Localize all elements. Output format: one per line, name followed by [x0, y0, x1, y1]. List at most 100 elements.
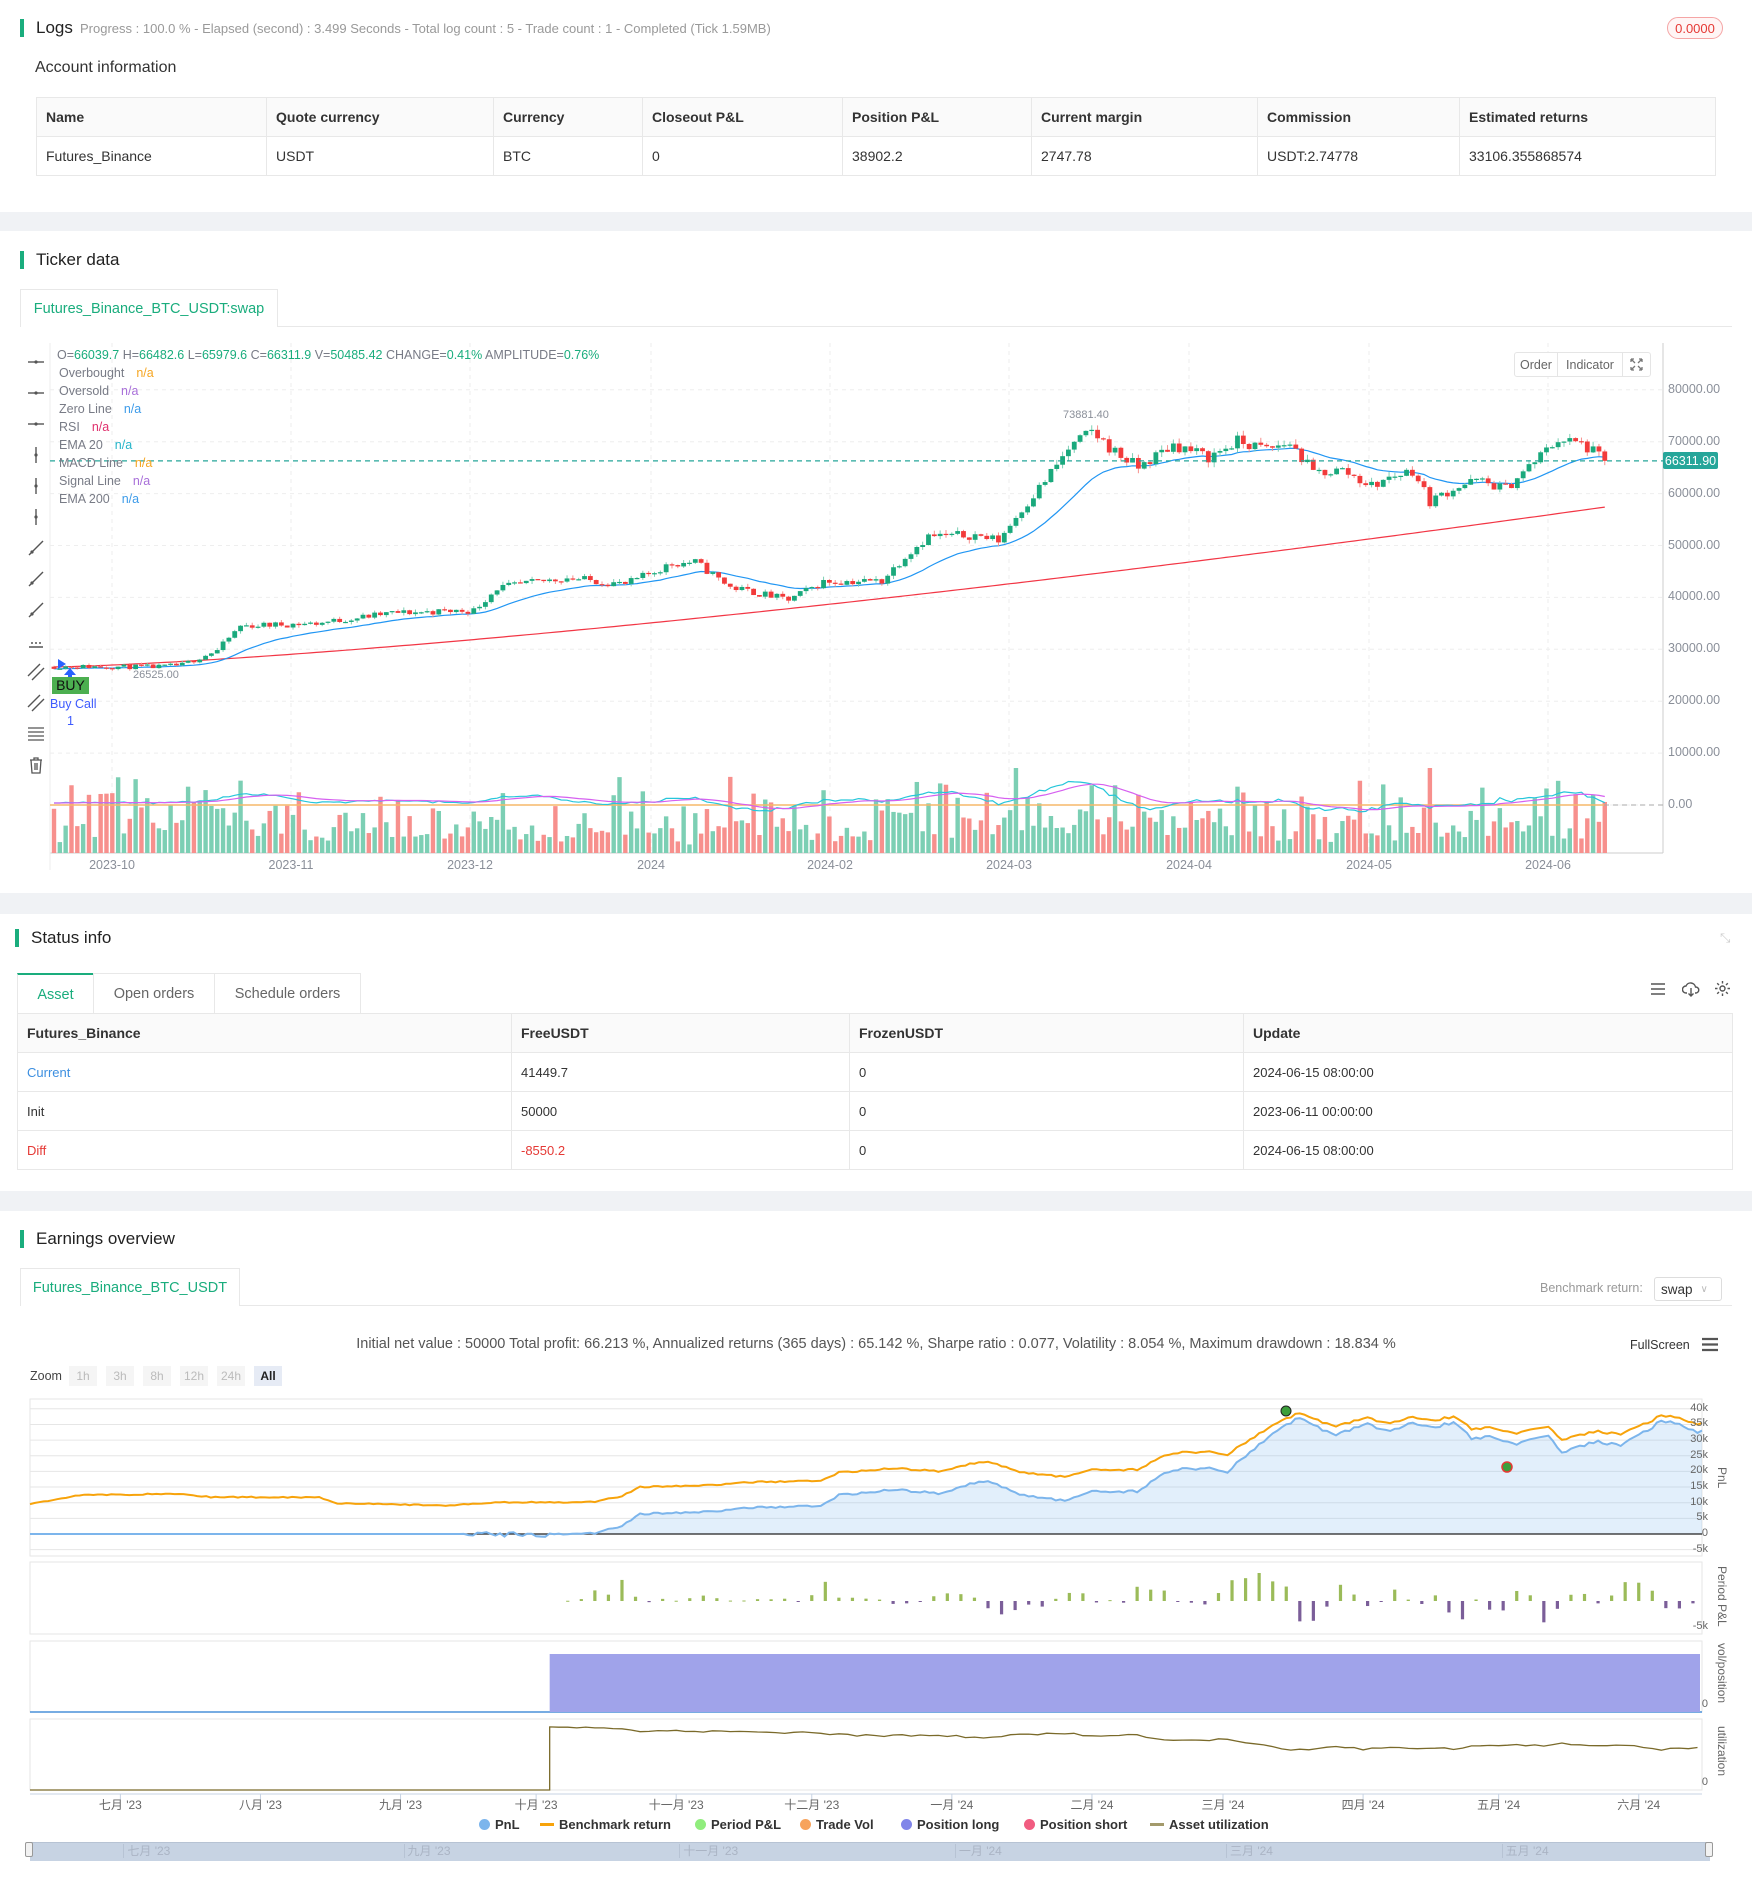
volume-bar	[232, 812, 237, 853]
tab-schedule-orders[interactable]: Schedule orders	[214, 973, 361, 1014]
segment-icon[interactable]	[27, 601, 45, 619]
legend-item[interactable]: Period P&L	[695, 1817, 781, 1832]
candle-body	[558, 581, 564, 583]
candle-body	[873, 579, 879, 581]
volume-bar	[873, 799, 879, 853]
candle-body	[1025, 506, 1031, 513]
cell-frozen: 0	[849, 1091, 1244, 1131]
candle-body	[1398, 475, 1404, 478]
candlestick-chart[interactable]	[0, 0, 1752, 900]
fibonacci-icon[interactable]	[27, 725, 45, 743]
volume-bar	[1585, 818, 1590, 853]
vertical-segment-icon[interactable]	[27, 508, 45, 526]
candle-body	[1205, 451, 1211, 463]
volume-bar	[844, 827, 850, 853]
zoom-3h[interactable]: 3h	[106, 1366, 134, 1386]
tab-underline	[20, 326, 1732, 327]
row-label-init: Init	[17, 1091, 512, 1131]
candle-body	[1526, 464, 1532, 472]
period-pnl-bar	[1610, 1595, 1614, 1601]
horizontal-segment-icon[interactable]	[27, 415, 45, 433]
legend-item[interactable]: Position short	[1024, 1817, 1127, 1832]
multi-channel-icon[interactable]	[27, 694, 45, 712]
ray-line-icon[interactable]	[27, 570, 45, 588]
settings-gear-icon[interactable]	[1714, 980, 1731, 1002]
legend-item[interactable]: PnL	[479, 1817, 520, 1832]
zoom-1h[interactable]: 1h	[69, 1366, 97, 1386]
volume-bar	[1229, 835, 1234, 853]
zoom-24h[interactable]: 24h	[217, 1366, 245, 1386]
order-button[interactable]: Order	[1514, 352, 1558, 377]
zoom-8h[interactable]: 8h	[143, 1366, 171, 1386]
volume-bar	[1346, 815, 1351, 853]
candle-body	[424, 611, 430, 613]
navigator-right-handle[interactable]	[1705, 1842, 1713, 1857]
volume-bar	[162, 830, 167, 853]
candle-body	[757, 595, 762, 597]
tab-open-orders[interactable]: Open orders	[93, 973, 215, 1014]
candle-body	[1159, 449, 1165, 453]
horizontal-ray-icon[interactable]	[27, 384, 45, 402]
cell-quote-currency: USDT	[266, 136, 494, 176]
navigator[interactable]	[30, 1842, 1710, 1861]
ohlc-readout: O=66039.7 H=66482.6 L=65979.6 C=66311.9 …	[57, 348, 599, 363]
status-collapse-icon[interactable]: ⤡	[1720, 930, 1731, 945]
tab-earnings-symbol[interactable]: Futures_Binance_BTC_USDT	[20, 1268, 240, 1306]
vertical-ray-icon[interactable]	[27, 477, 45, 495]
trash-icon[interactable]	[27, 756, 45, 774]
zoom-all[interactable]: All	[254, 1366, 282, 1386]
candle-body	[1194, 448, 1200, 452]
indicator-button[interactable]: Indicator	[1557, 352, 1623, 377]
candle-body	[1409, 469, 1415, 476]
navigator-tick: 一月 '24	[954, 1844, 1002, 1858]
period-pnl-bar	[1596, 1601, 1600, 1604]
parallel-channel-icon[interactable]	[27, 663, 45, 681]
candle-body	[587, 576, 593, 581]
volume-bar	[1147, 817, 1153, 853]
volume-bar	[1532, 798, 1538, 853]
menu-icon[interactable]	[1702, 1337, 1718, 1357]
volume-bar	[803, 824, 809, 853]
legend-item[interactable]: Trade Vol	[800, 1817, 874, 1832]
earnings-chart[interactable]	[0, 1380, 1752, 1870]
last-price-tag: 66311.90	[1663, 452, 1718, 469]
horizontal-line-icon[interactable]	[27, 353, 45, 371]
legend-item[interactable]: Asset utilization	[1150, 1817, 1269, 1832]
volume-bar	[337, 814, 342, 853]
vertical-line-icon[interactable]	[27, 446, 45, 464]
candle-body	[622, 581, 628, 584]
cloud-download-icon[interactable]	[1681, 981, 1700, 1002]
benchmark-value: swap	[1661, 1281, 1693, 1297]
volume-bar	[1276, 840, 1281, 853]
tab-asset[interactable]: Asset	[17, 973, 94, 1014]
chart-fullscreen-button[interactable]	[1622, 352, 1651, 377]
pnl-tick: 0	[1701, 1527, 1708, 1539]
legend-label: Asset utilization	[1169, 1817, 1269, 1832]
zoom-12h[interactable]: 12h	[180, 1366, 208, 1386]
legend-line-icon	[540, 1823, 554, 1826]
volume-bar	[1561, 838, 1567, 853]
legend-item[interactable]: Benchmark return	[540, 1817, 671, 1832]
indicator-value: n/a	[123, 402, 142, 416]
candle-body	[436, 609, 442, 615]
trend-line-icon[interactable]	[27, 539, 45, 557]
row-label-current[interactable]: Current	[17, 1052, 512, 1092]
fullscreen-button[interactable]: FullScreen	[1630, 1338, 1690, 1352]
volume-bar	[1107, 817, 1112, 853]
candle-body	[127, 664, 133, 670]
candle-body	[512, 582, 517, 584]
tab-ticker-symbol[interactable]: Futures_Binance_BTC_USDT:swap	[20, 289, 278, 327]
candle-body	[1316, 469, 1322, 472]
legend-item[interactable]: Position long	[901, 1817, 999, 1832]
navigator-left-handle[interactable]	[25, 1842, 33, 1857]
period-pnl-bar	[715, 1598, 719, 1601]
benchmark-select[interactable]: swap ∨	[1654, 1277, 1722, 1301]
volume-bar	[1165, 834, 1170, 853]
price-tick: 70000.00	[1668, 433, 1721, 448]
candle-body	[471, 608, 477, 614]
price-label-icon[interactable]	[27, 632, 45, 650]
volume-bar	[290, 814, 296, 853]
volume-bar	[897, 812, 902, 853]
list-view-icon[interactable]	[1650, 981, 1666, 1002]
volume-bar	[978, 820, 984, 853]
